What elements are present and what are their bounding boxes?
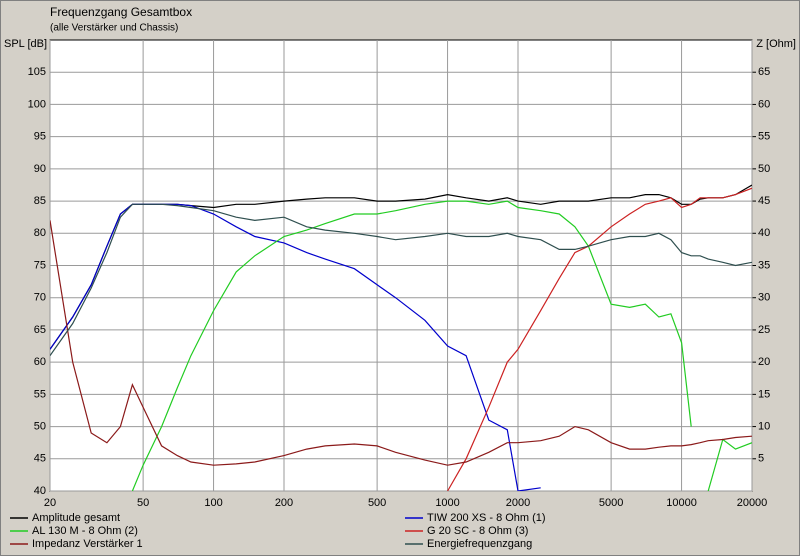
series-line [50, 220, 752, 466]
x-tick-label: 200 [275, 497, 293, 509]
x-tick-label: 2000 [506, 497, 530, 509]
y2-tick-label: 5 [758, 453, 764, 465]
series-line [50, 203, 752, 357]
y-tick-label: 65 [34, 324, 46, 336]
y2-tick-label: 50 [758, 163, 770, 175]
y-tick-label: 85 [34, 195, 46, 207]
x-tick-label: 10000 [666, 497, 697, 509]
legend-label: TIW 200 XS - 8 Ohm (1) [427, 512, 546, 524]
y-tick-label: 90 [34, 163, 46, 175]
x-tick-label: 1000 [435, 497, 459, 509]
y2-tick-label: 45 [758, 195, 770, 207]
y2-tick-label: 40 [758, 227, 770, 239]
y-tick-label: 55 [34, 388, 46, 400]
x-tick-label: 100 [204, 497, 222, 509]
y-axis-label: SPL [dB] [4, 38, 47, 50]
y-tick-label: 75 [34, 259, 46, 271]
x-tick-label: 500 [368, 497, 386, 509]
legend-label: Amplitude gesamt [32, 512, 120, 524]
series-line [50, 203, 541, 491]
y-tick-label: 60 [34, 356, 46, 368]
y-tick-label: 40 [34, 485, 46, 497]
legend-label: G 20 SC - 8 Ohm (3) [427, 525, 528, 537]
chart-subtitle: (alle Verstärker und Chassis) [50, 23, 178, 34]
y-tick-label: 70 [34, 292, 46, 304]
y2-tick-label: 30 [758, 292, 770, 304]
y2-tick-label: 10 [758, 420, 770, 432]
x-tick-label: 50 [137, 497, 149, 509]
y2-tick-label: 55 [758, 131, 770, 143]
y2-tick-label: 65 [758, 66, 770, 78]
series-line [447, 187, 752, 491]
legend-label: AL 130 M - 8 Ohm (2) [32, 525, 138, 537]
y2-tick-label: 60 [758, 98, 770, 110]
y-tick-label: 100 [28, 98, 46, 110]
y-tick-label: 105 [28, 66, 46, 78]
y2-tick-label: 25 [758, 324, 770, 336]
y2-tick-label: 35 [758, 259, 770, 271]
legend-label: Energiefrequenzgang [427, 538, 532, 550]
y-tick-label: 45 [34, 453, 46, 465]
legend-label: Impedanz Verstärker 1 [32, 538, 143, 550]
y-tick-label: 95 [34, 131, 46, 143]
y2-tick-label: 20 [758, 356, 770, 368]
y-tick-label: 50 [34, 420, 46, 432]
x-tick-label: 20000 [737, 497, 768, 509]
y-tick-label: 80 [34, 227, 46, 239]
x-tick-label: 20 [44, 497, 56, 509]
y2-axis-label: Z [Ohm] [756, 38, 796, 50]
y2-tick-label: 15 [758, 388, 770, 400]
chart-title: Frequenzgang Gesamtbox [50, 5, 192, 19]
series-line [131, 200, 752, 491]
x-tick-label: 5000 [599, 497, 623, 509]
